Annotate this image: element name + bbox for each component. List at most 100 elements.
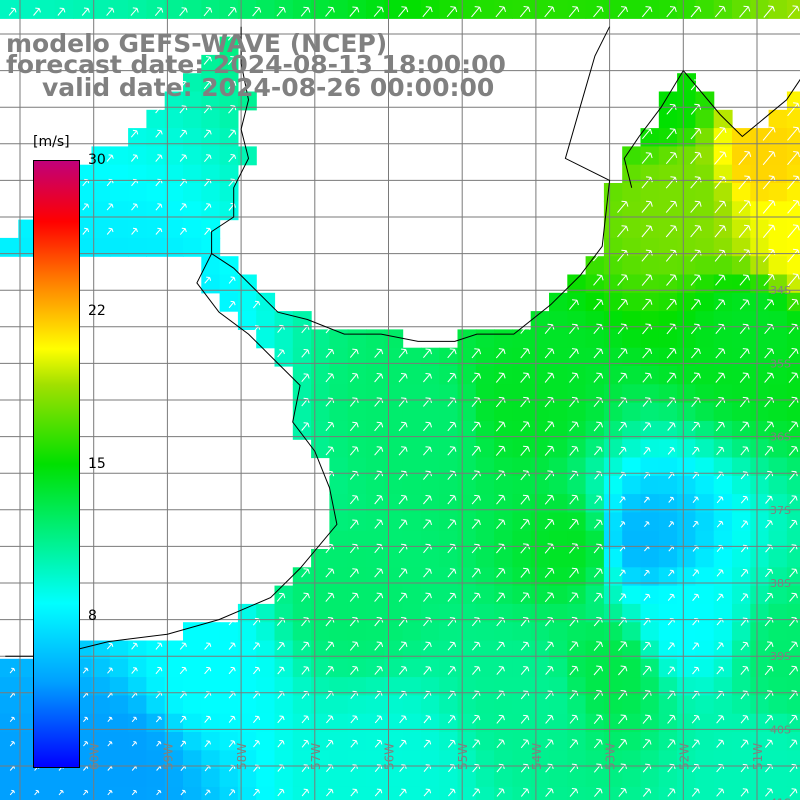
wind-arrow <box>716 593 724 602</box>
wind-speed-cell <box>237 695 257 715</box>
wind-arrow <box>544 421 555 432</box>
wind-speed-cell <box>402 677 422 696</box>
wind-speed-cell <box>585 695 605 715</box>
wind-arrow <box>227 7 237 17</box>
wind-arrow <box>496 666 505 675</box>
wind-speed-cell <box>311 622 330 642</box>
wind-speed-cell <box>91 640 111 660</box>
wind-speed-cell <box>311 750 330 770</box>
wind-speed-cell <box>311 0 330 19</box>
wind-speed-cell <box>402 640 422 660</box>
wind-arrow <box>594 446 603 456</box>
wind-speed-cell <box>677 494 696 513</box>
wind-speed-cell <box>329 677 349 696</box>
wind-speed-cell <box>732 585 751 605</box>
wind-arrow <box>350 715 358 724</box>
wind-arrow <box>180 715 187 723</box>
wind-speed-cell <box>640 384 660 404</box>
wind-speed-cell <box>237 603 257 623</box>
latitude-label: 38S <box>770 577 791 590</box>
wind-speed-cell <box>128 201 147 221</box>
wind-speed-cell <box>713 347 733 367</box>
wind-speed-cell <box>658 732 678 751</box>
wind-speed-cell <box>164 732 184 751</box>
wind-speed-cell <box>585 622 605 642</box>
wind-speed-cell <box>658 512 678 532</box>
wind-arrow <box>641 298 653 311</box>
wind-arrow <box>349 373 359 383</box>
wind-speed-cell <box>329 530 349 550</box>
wind-speed-cell <box>347 732 367 751</box>
wind-speed-cell <box>732 732 751 751</box>
wind-speed-cell <box>640 603 660 623</box>
wind-speed-cell <box>658 622 678 642</box>
wind-speed-cell <box>91 732 111 751</box>
wind-speed-cell <box>786 201 800 221</box>
wind-arrow <box>423 788 432 797</box>
wind-speed-cell <box>677 366 696 385</box>
wind-speed-cell <box>750 164 770 184</box>
wind-speed-cell <box>658 237 678 257</box>
wind-arrow <box>472 714 481 724</box>
wind-arrow <box>665 249 678 262</box>
wind-speed-cell <box>146 786 166 800</box>
wind-arrow <box>398 592 408 602</box>
wind-arrow <box>496 739 505 749</box>
wind-speed-cell <box>713 585 733 605</box>
wind-arrow <box>106 203 114 211</box>
wind-arrow <box>643 496 650 503</box>
wind-speed-cell <box>201 658 221 678</box>
wind-speed-cell <box>402 457 422 477</box>
wind-speed-cell <box>768 494 788 513</box>
longitude-label: 55W <box>456 743 470 770</box>
wind-speed-cell <box>786 0 800 19</box>
wind-speed-cell <box>695 658 715 678</box>
wind-speed-cell <box>549 695 568 715</box>
wind-arrow <box>204 203 212 211</box>
wind-arrow <box>471 519 481 529</box>
wind-speed-cell <box>146 695 166 715</box>
wind-speed-cell <box>786 475 800 495</box>
wind-speed-cell <box>420 695 440 715</box>
wind-speed-cell <box>713 164 733 184</box>
longitude-label: 57W <box>309 743 323 770</box>
wind-arrow <box>131 154 139 162</box>
wind-speed-cell <box>585 384 605 404</box>
wind-arrow <box>472 788 481 797</box>
wind-speed-cell <box>585 512 605 532</box>
wind-speed-cell <box>786 128 800 147</box>
wind-speed-cell <box>329 549 349 568</box>
wind-speed-cell <box>183 183 202 202</box>
wind-speed-cell <box>366 622 385 642</box>
wind-speed-cell <box>292 658 312 678</box>
wind-speed-cell <box>457 0 477 19</box>
wind-speed-cell <box>347 640 367 660</box>
wind-speed-cell <box>677 768 696 788</box>
wind-speed-cell <box>402 622 422 642</box>
wind-speed-cell <box>146 750 166 770</box>
wind-arrow <box>667 666 676 675</box>
wind-speed-cell <box>585 329 605 349</box>
wind-speed-cell <box>768 439 788 459</box>
wind-speed-cell <box>786 256 800 276</box>
wind-speed-cell <box>658 567 678 587</box>
wind-speed-cell <box>109 750 129 770</box>
wind-arrow <box>180 740 187 747</box>
wind-arrow <box>787 151 800 166</box>
wind-speed-cell <box>237 750 257 770</box>
wind-arrow <box>9 789 15 796</box>
wind-speed-cell <box>658 329 678 349</box>
wind-speed-cell <box>183 201 202 221</box>
wind-speed-cell <box>750 292 770 312</box>
wind-speed-cell <box>512 512 532 532</box>
wind-speed-cell <box>768 658 788 678</box>
wind-speed-cell <box>658 786 678 800</box>
wind-arrow <box>544 567 555 578</box>
wind-speed-cell <box>603 347 623 367</box>
wind-speed-cell <box>439 658 459 678</box>
wind-speed-cell <box>36 0 56 19</box>
wind-arrow <box>204 789 211 796</box>
wind-arrow <box>496 592 506 603</box>
wind-speed-cell <box>585 439 605 459</box>
wind-arrow <box>544 445 555 456</box>
